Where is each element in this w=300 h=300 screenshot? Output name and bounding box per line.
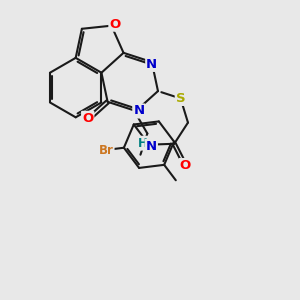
Text: N: N — [133, 104, 144, 118]
Text: Br: Br — [99, 144, 114, 157]
Text: O: O — [82, 112, 93, 125]
Text: O: O — [180, 159, 191, 172]
Text: N: N — [146, 58, 158, 71]
Text: H: H — [137, 137, 147, 150]
Text: O: O — [110, 18, 121, 31]
Text: S: S — [176, 92, 185, 105]
Text: N: N — [146, 140, 157, 153]
